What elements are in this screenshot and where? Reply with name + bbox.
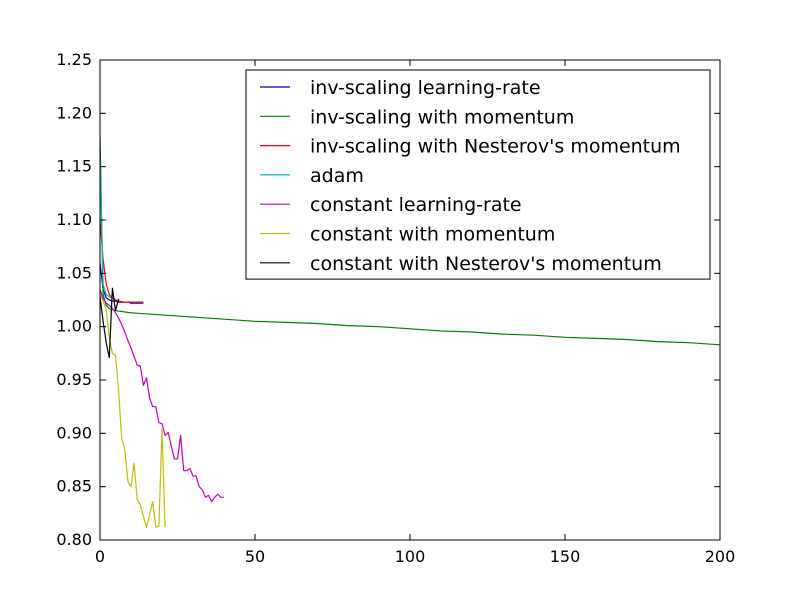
legend-label: inv-scaling with momentum — [310, 106, 574, 128]
y-tick-label: 0.80 — [56, 530, 92, 549]
y-tick-label: 1.00 — [56, 317, 92, 336]
series-line-3 — [100, 155, 116, 300]
x-tick-label: 200 — [705, 547, 736, 566]
y-tick-label: 0.85 — [56, 477, 92, 496]
y-tick-label: 1.20 — [56, 103, 92, 122]
plot-frame — [99, 59, 721, 541]
series-line-6 — [100, 287, 120, 359]
y-tick-label: 1.10 — [56, 210, 92, 229]
series-line-5 — [100, 294, 166, 528]
y-tick-label: 0.90 — [56, 423, 92, 442]
y-tick-label: 1.05 — [56, 263, 92, 282]
series-line-2 — [100, 219, 144, 303]
axes-layer: 0 50 100 150 200 0.80 0.85 0.90 0.95 1.00 1.05 1.10… — [56, 50, 735, 566]
legend-label: inv-scaling learning-rate — [310, 77, 541, 99]
x-tick-label: 150 — [550, 547, 581, 566]
y-tick-label: 0.95 — [56, 370, 92, 389]
legend-label: inv-scaling with Nesterov's momentum — [310, 136, 681, 158]
legend: inv-scaling learning-rate inv-scaling wit… — [245, 69, 711, 280]
legend-label: constant with Nesterov's momentum — [310, 253, 662, 275]
legend-label: constant learning-rate — [310, 194, 522, 216]
y-tick-label: 1.25 — [56, 50, 92, 69]
legend-label: constant with momentum — [310, 224, 555, 246]
legend-label: adam — [310, 165, 364, 187]
x-tick-label: 100 — [395, 547, 426, 566]
y-tick-label: 1.15 — [56, 157, 92, 176]
series-line-4 — [100, 289, 224, 503]
x-tick-label: 0 — [95, 547, 105, 566]
legend-box — [245, 69, 711, 280]
series-layer — [100, 136, 720, 528]
x-tick-label: 50 — [245, 547, 265, 566]
